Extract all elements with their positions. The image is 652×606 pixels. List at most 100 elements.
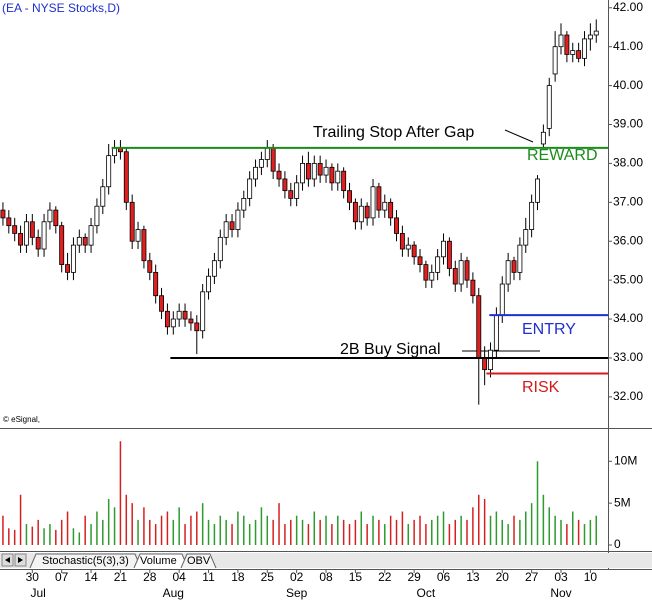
volume-bar [366,524,368,545]
volume-bar [149,519,151,545]
volume-bar [196,511,198,545]
y-tick-label: 40.00 [613,78,643,92]
candle-body [194,322,200,332]
y-tick-label: 32.00 [613,389,643,403]
volume-bar [295,515,298,545]
candle-body [264,147,270,160]
volume-bar [577,519,580,545]
candle-body [170,318,176,328]
candle-body [229,221,235,230]
candle-body [100,186,106,207]
volume-bar [513,515,515,545]
candle-body [435,256,441,273]
volume-bar [478,494,480,545]
volume-bar [113,507,116,545]
volume-bar [19,494,22,545]
candle-body [23,221,29,246]
candle-body [535,178,540,203]
volume-bar [96,511,98,545]
candle-body [159,295,165,312]
candle-body [141,229,147,262]
volume-bar [542,494,545,545]
candle-body [441,240,446,258]
candle-body [558,34,564,48]
volume-bar [178,507,180,545]
volume-bar [219,515,222,545]
candle-body [394,217,399,234]
candle-body [423,264,429,281]
y-tick-label: 34.00 [613,311,643,325]
month-label: Aug [163,586,184,600]
candle-body [446,240,452,269]
x-tick-label: 11 [202,570,215,584]
level-label: REWARD [527,147,598,164]
volume-bar [319,519,321,545]
volume-bar [272,519,274,545]
candle-body [552,46,558,75]
volume-bar [519,519,521,545]
volume-bar [84,515,86,545]
volume-bar [37,519,39,545]
candle-body [94,205,100,227]
candle-body [364,205,370,219]
x-tick-label: 27 [525,570,539,584]
candle-body [505,260,511,285]
month-label: Jul [31,586,46,600]
candle-body [493,314,499,351]
x-tick-label: 08 [319,570,333,584]
candle-body [59,225,65,265]
volume-bar [583,524,586,545]
candle-body [323,166,329,176]
y-tick-label: 37.00 [613,194,643,208]
candle-body [470,279,476,297]
volume-bar [425,524,427,545]
volume-bar [442,511,445,545]
volume-bar [325,515,327,545]
volume-bar [66,511,69,545]
volume-bar [360,511,363,545]
volume-bar [201,503,204,545]
volume-bar [331,524,333,545]
x-tick-label: 13 [466,570,480,584]
x-tick-label: 06 [437,570,451,584]
volume-bar [13,529,16,545]
candle-body [311,163,317,180]
candle-body [82,236,88,246]
volume-bar [2,515,4,545]
volume-bar [102,519,104,545]
volume-bar [448,524,451,545]
x-tick-label: 20 [496,570,510,584]
volume-bar [460,515,462,545]
volume-bar [260,507,263,545]
volume-bar [595,515,598,545]
tab[interactable] [180,553,217,569]
tab-label: OBV [187,555,211,567]
volume-bar [49,524,51,545]
candle-body [270,147,276,172]
x-tick-label: 30 [26,570,40,584]
x-tick-label: 02 [290,570,304,584]
candle-body [458,260,464,285]
volume-bar [190,515,192,545]
x-tick-label: 25 [261,570,275,584]
volume-bar [290,519,292,545]
volume-bar [466,519,468,545]
volume-bar [337,515,339,545]
candle-body [294,182,300,199]
y-tick-label: 42.00 [613,0,643,14]
volume-bar [231,524,233,545]
candle-body [317,163,323,176]
volume-bar [31,526,34,545]
candle-body [388,201,394,219]
candle-body [576,50,582,59]
volume-bar [143,507,145,545]
chart-title: (EA - NYSE Stocks,D) [2,1,120,15]
volume-bar [301,519,304,545]
volume-bar [248,524,251,545]
candle-body [329,166,335,184]
volume-bar [348,524,351,545]
candle-body [129,201,135,242]
candle-body [106,155,112,188]
month-label: Sep [286,586,308,600]
